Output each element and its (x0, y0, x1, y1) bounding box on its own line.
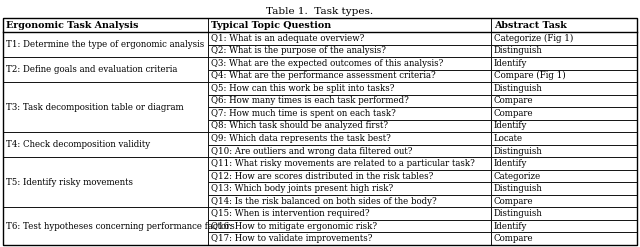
Text: Compare: Compare (494, 197, 534, 206)
Bar (3, 57, 208, 82)
Bar (491, 44, 637, 57)
Bar (208, 44, 491, 57)
Bar (491, 145, 637, 157)
Text: Compare (Fig 1): Compare (Fig 1) (494, 71, 566, 81)
Bar (3, 207, 208, 245)
Text: Compare: Compare (494, 109, 534, 118)
Text: Q5: How can this work be split into tasks?: Q5: How can this work be split into task… (211, 84, 394, 93)
Bar (208, 220, 491, 232)
Text: Identify: Identify (494, 222, 527, 231)
Bar (208, 232, 491, 245)
Text: Q4: What are the performance assessment criteria?: Q4: What are the performance assessment … (211, 71, 436, 80)
Text: Distinguish: Distinguish (494, 209, 543, 218)
Text: Distinguish: Distinguish (494, 46, 543, 55)
Bar (491, 120, 637, 132)
Text: T4: Check decomposition validity: T4: Check decomposition validity (6, 140, 150, 149)
Text: T6: Test hypotheses concerning performance factors: T6: Test hypotheses concerning performan… (6, 222, 235, 231)
Text: Identify: Identify (494, 59, 527, 68)
Bar (491, 95, 637, 107)
Bar (491, 32, 637, 44)
Bar (3, 132, 208, 157)
Bar (491, 157, 637, 170)
Bar (491, 70, 637, 82)
Text: Distinguish: Distinguish (494, 146, 543, 156)
Bar (208, 170, 491, 182)
Text: Typical Topic Question: Typical Topic Question (211, 21, 331, 29)
Text: T3: Task decomposition table or diagram: T3: Task decomposition table or diagram (6, 103, 184, 112)
Text: Distinguish: Distinguish (494, 184, 543, 193)
Bar (491, 207, 637, 220)
Text: Q14: Is the risk balanced on both sides of the body?: Q14: Is the risk balanced on both sides … (211, 197, 436, 206)
Bar (3, 32, 208, 57)
Text: Locate: Locate (494, 134, 523, 143)
Text: Identify: Identify (494, 159, 527, 168)
Text: Q12: How are scores distributed in the risk tables?: Q12: How are scores distributed in the r… (211, 172, 433, 181)
Bar (208, 82, 491, 95)
Bar (3, 82, 208, 132)
Bar (208, 195, 491, 207)
Text: Compare: Compare (494, 96, 534, 105)
Text: T5: Identify risky movements: T5: Identify risky movements (6, 178, 133, 187)
Bar (208, 182, 491, 195)
Bar (491, 195, 637, 207)
Text: Q17: How to validate improvements?: Q17: How to validate improvements? (211, 234, 372, 243)
Text: T1: Determine the type of ergonomic analysis: T1: Determine the type of ergonomic anal… (6, 40, 204, 49)
Text: Q16: How to mitigate ergonomic risk?: Q16: How to mitigate ergonomic risk? (211, 222, 377, 231)
Bar (491, 182, 637, 195)
Bar (208, 207, 491, 220)
Text: Q13: Which body joints present high risk?: Q13: Which body joints present high risk… (211, 184, 393, 193)
Bar (208, 57, 491, 70)
Bar (3, 18, 208, 32)
Bar (208, 70, 491, 82)
Text: Q1: What is an adequate overview?: Q1: What is an adequate overview? (211, 34, 364, 43)
Bar (491, 18, 637, 32)
Bar (208, 157, 491, 170)
Bar (491, 132, 637, 145)
Text: Distinguish: Distinguish (494, 84, 543, 93)
Bar (491, 107, 637, 120)
Text: Ergonomic Task Analysis: Ergonomic Task Analysis (6, 21, 138, 29)
Bar (208, 95, 491, 107)
Bar (208, 132, 491, 145)
Bar (208, 107, 491, 120)
Text: Identify: Identify (494, 122, 527, 130)
Bar (491, 170, 637, 182)
Text: Q11: What risky movements are related to a particular task?: Q11: What risky movements are related to… (211, 159, 475, 168)
Bar (3, 157, 208, 207)
Text: Categorize: Categorize (494, 172, 541, 181)
Bar (491, 220, 637, 232)
Bar (208, 120, 491, 132)
Text: Q9: Which data represents the task best?: Q9: Which data represents the task best? (211, 134, 391, 143)
Text: Abstract Task: Abstract Task (494, 21, 567, 29)
Bar (491, 232, 637, 245)
Text: Q3: What are the expected outcomes of this analysis?: Q3: What are the expected outcomes of th… (211, 59, 444, 68)
Text: Categorize (Fig 1): Categorize (Fig 1) (494, 34, 573, 43)
Text: Compare: Compare (494, 234, 534, 243)
Text: Q2: What is the purpose of the analysis?: Q2: What is the purpose of the analysis? (211, 46, 386, 55)
Text: Q15: When is intervention required?: Q15: When is intervention required? (211, 209, 370, 218)
Bar (208, 145, 491, 157)
Text: Q8: Which task should be analyzed first?: Q8: Which task should be analyzed first? (211, 122, 388, 130)
Text: Q10: Are outliers and wrong data filtered out?: Q10: Are outliers and wrong data filtere… (211, 146, 413, 156)
Bar (208, 18, 491, 32)
Bar (208, 32, 491, 44)
Bar (491, 82, 637, 95)
Bar (491, 57, 637, 70)
Text: Q6: How many times is each task performed?: Q6: How many times is each task performe… (211, 96, 409, 105)
Text: Table 1.  Task types.: Table 1. Task types. (266, 7, 374, 16)
Text: Q7: How much time is spent on each task?: Q7: How much time is spent on each task? (211, 109, 396, 118)
Text: T2: Define goals and evaluation criteria: T2: Define goals and evaluation criteria (6, 65, 177, 74)
